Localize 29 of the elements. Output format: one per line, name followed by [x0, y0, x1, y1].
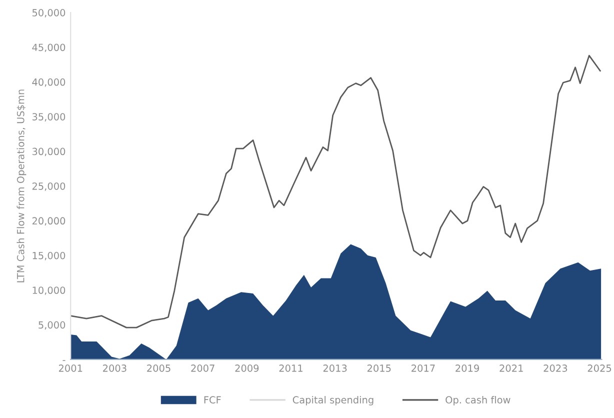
x-tick-label: 2007 [191, 364, 214, 372]
x-tick-label: 2001 [58, 364, 82, 372]
y-tick-label: 50,000 [32, 9, 66, 18]
y-tick-label: 30,000 [32, 148, 66, 156]
legend-label: FCF [204, 396, 221, 404]
x-tick-label: 2011 [279, 364, 302, 372]
y-tick-label: 40,000 [32, 78, 66, 87]
y-tick-label: 25,000 [32, 182, 66, 191]
legend-label: Capital spending [292, 396, 374, 406]
y-tick-label: 10,000 [32, 286, 66, 295]
y-tick-label: 15,000 [32, 252, 66, 260]
x-tick-label: 2017 [412, 364, 435, 372]
x-tick-label: 2013 [323, 364, 347, 372]
x-tick-label: 2015 [367, 364, 391, 372]
y-tick-label: 20,000 [32, 217, 66, 226]
x-tick-label: 2009 [235, 364, 259, 372]
x-tick-label: 2023 [544, 364, 568, 372]
y-tick-label: 45,000 [32, 44, 66, 52]
y-tick-label: 5,000 [38, 321, 66, 330]
legend-label: Op. cash flow [446, 396, 510, 406]
x-tick-label: 2003 [103, 364, 126, 372]
y-tick-label: - [62, 360, 66, 361]
y-tick-label: 35,000 [32, 113, 66, 122]
line-series [70, 54, 601, 328]
x-tick-label: 2005 [147, 364, 170, 372]
x-tick-label: 2021 [500, 364, 523, 372]
x-tick-label: 2025 [588, 364, 612, 372]
x-tick-label: 2019 [456, 364, 479, 372]
y-axis-title: LTM Cash Flow from Operations, US$mn [16, 90, 26, 282]
